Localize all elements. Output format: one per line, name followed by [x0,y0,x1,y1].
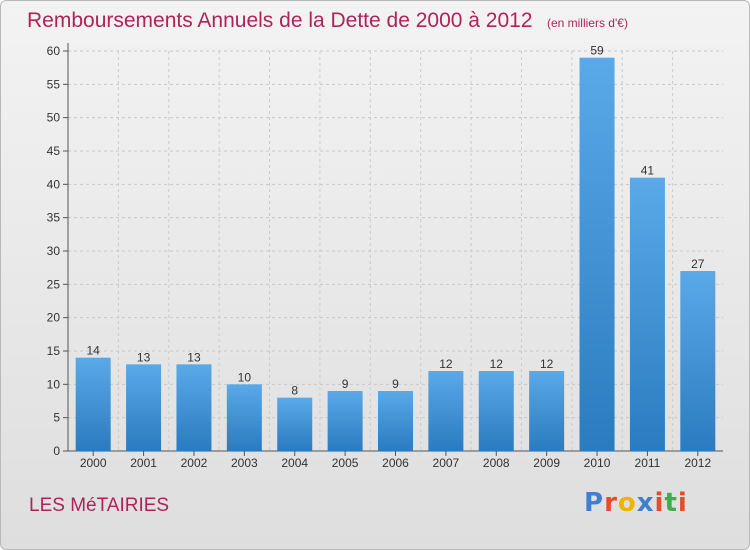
bar-2006 [378,391,413,451]
bar-2000 [75,357,111,451]
logo-letter: i [677,488,688,518]
grid-lines [68,50,723,452]
x-tick-label: 2002 [181,456,208,470]
x-tick-label: 2010 [584,456,611,470]
bar-2010 [579,57,615,452]
logo-letter: t [664,488,678,518]
commune-name: LES MéTAIRIES [29,495,170,516]
x-tick-label: 2008 [483,456,510,470]
y-tick-label: 5 [53,411,60,425]
x-tick-label: 2011 [635,456,661,470]
y-tick-label: 10 [47,377,61,391]
x-tick-label: 2007 [433,456,460,470]
bars [75,57,716,452]
y-tick-label: 25 [47,277,61,291]
y-tick-label: 40 [47,177,61,191]
data-label: 9 [392,377,399,391]
logo-letter: P [584,488,605,518]
x-tick-label: 2000 [80,456,107,470]
data-label: 14 [87,344,101,358]
data-label: 12 [439,357,453,371]
bar-2004 [277,397,313,451]
y-tick-label: 20 [47,311,61,325]
x-tick-label: 2005 [332,456,359,470]
data-label: 13 [187,350,201,364]
x-tick-label: 2009 [533,456,560,470]
y-tick-label: 60 [47,44,61,58]
y-tick-label: 0 [53,444,60,458]
data-label: 12 [490,357,504,371]
logo-letter: i [654,488,665,518]
data-label: 41 [641,164,655,178]
proxiti-logo[interactable]: Proxiti [584,488,688,518]
bar-2005 [327,391,363,451]
data-label: 8 [291,384,298,398]
chart-title-block: Remboursements Annuels de la Dette de 20… [27,9,628,33]
chart-subtitle: (en milliers d'€) [546,16,628,30]
data-label: 10 [238,370,252,384]
logo-letter: x [636,488,655,518]
bar-2002 [176,364,212,451]
x-tick-label: 2003 [231,456,258,470]
bar-2011 [629,177,665,451]
x-tick-label: 2004 [281,456,308,470]
data-label: 13 [137,350,151,364]
bar-2001 [126,364,162,451]
bar-2003 [226,384,262,451]
y-tick-label: 50 [47,111,61,125]
data-label: 59 [590,44,604,58]
data-label: 12 [540,357,554,371]
y-tick-label: 55 [47,77,61,91]
data-label: 27 [691,257,705,271]
logo-letter: r [604,488,618,518]
data-label: 9 [342,377,349,391]
x-tick-label: 2006 [382,456,409,470]
bar-2008 [478,371,514,451]
chart-title: Remboursements Annuels de la Dette de 20… [27,9,533,32]
bar-2009 [529,371,565,451]
y-tick-label: 15 [47,344,61,358]
y-tick-label: 30 [47,244,61,258]
bar-2012 [680,271,716,451]
data-labels: 14 13 13 10 8 9 9 12 12 12 59 41 27 [87,44,705,398]
x-tick-label: 2001 [130,456,157,470]
bar-2007 [428,371,464,451]
x-tick-label: 2012 [684,456,711,470]
logo-letter: o [617,488,637,518]
y-tick-label: 45 [47,144,61,158]
y-tick-label: 35 [47,211,61,225]
